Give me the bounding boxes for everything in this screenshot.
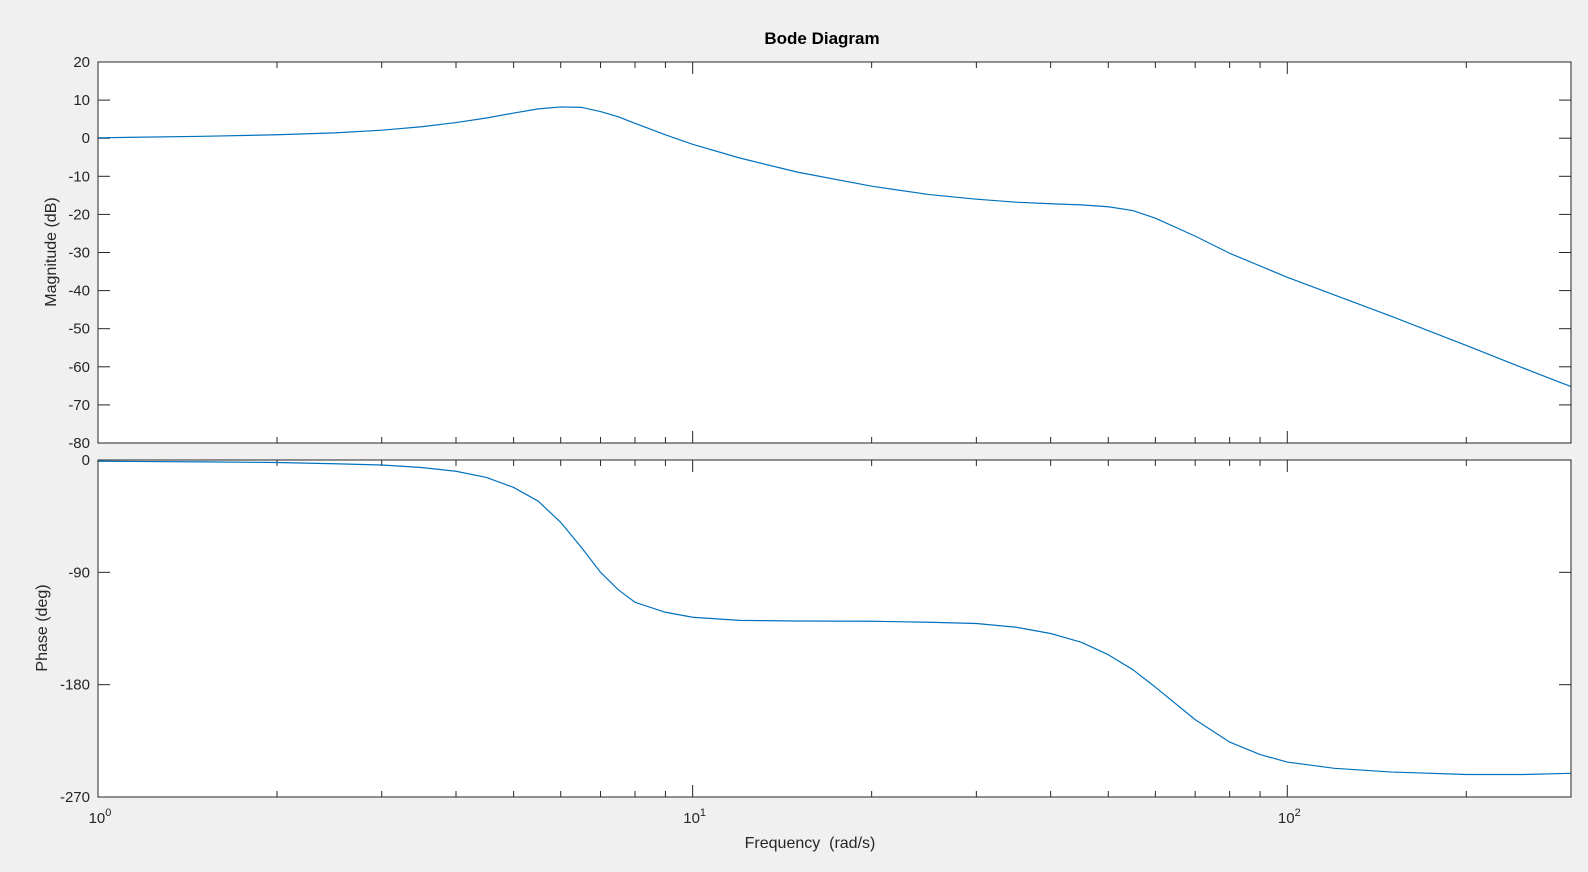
phase-panel: 0 -90 -180 -270 Phase (deg)	[34, 452, 1572, 806]
x-tick-base: 10	[89, 810, 106, 827]
magnitude-ytick-labels: 20 10 0 -10 -20 -30 -40 -50 -60 -70 -80	[68, 54, 90, 452]
magnitude-ytick-label: 20	[73, 54, 90, 71]
magnitude-curve[interactable]	[97, 106, 1572, 388]
magnitude-frame	[97, 61, 1572, 444]
magnitude-plot-area[interactable]	[98, 62, 1571, 443]
magnitude-ytick-label: -40	[68, 283, 90, 300]
phase-frame	[97, 459, 1572, 798]
x-tick-exponent: 1	[700, 807, 706, 819]
magnitude-ytick-label: -50	[68, 321, 90, 338]
x-tick-label: 100	[89, 807, 112, 827]
magnitude-ytick-label: 10	[73, 92, 90, 109]
phase-ytick-label: -270	[60, 789, 90, 806]
phase-plot-area[interactable]	[98, 460, 1571, 797]
phase-curve[interactable]	[97, 460, 1572, 776]
x-tick-base: 10	[1278, 810, 1295, 827]
magnitude-ytick-label: -10	[68, 168, 90, 185]
x-tick-label: 101	[683, 807, 706, 827]
phase-ylabel: Phase (deg)	[34, 584, 51, 671]
magnitude-ytick-label: -60	[68, 359, 90, 376]
phase-ytick-label: 0	[82, 452, 90, 469]
magnitude-ytick-label: -70	[68, 397, 90, 414]
phase-ytick-label: -90	[68, 564, 90, 581]
x-tick-exponent: 2	[1295, 807, 1301, 819]
magnitude-ylabel: Magnitude (dB)	[43, 197, 60, 306]
x-tick-labels: 100 101 102	[89, 807, 1301, 827]
x-tick-base: 10	[683, 810, 700, 827]
magnitude-ytick-label: -80	[68, 435, 90, 452]
x-tick-exponent: 0	[105, 807, 111, 819]
magnitude-ytick-label: -20	[68, 206, 90, 223]
phase-ytick-label: -180	[60, 677, 90, 694]
magnitude-panel: 20 10 0 -10 -20 -30 -40 -50 -60 -70 -80 Magnitude …	[43, 54, 1572, 452]
phase-ytick-labels: 0 -90 -180 -270	[60, 452, 90, 806]
x-axis-label: Frequency (rad/s)	[745, 835, 876, 852]
magnitude-ytick-label: 0	[82, 130, 90, 147]
chart-title: Bode Diagram	[764, 29, 879, 48]
x-tick-label: 102	[1278, 807, 1301, 827]
magnitude-ytick-label: -30	[68, 245, 90, 262]
